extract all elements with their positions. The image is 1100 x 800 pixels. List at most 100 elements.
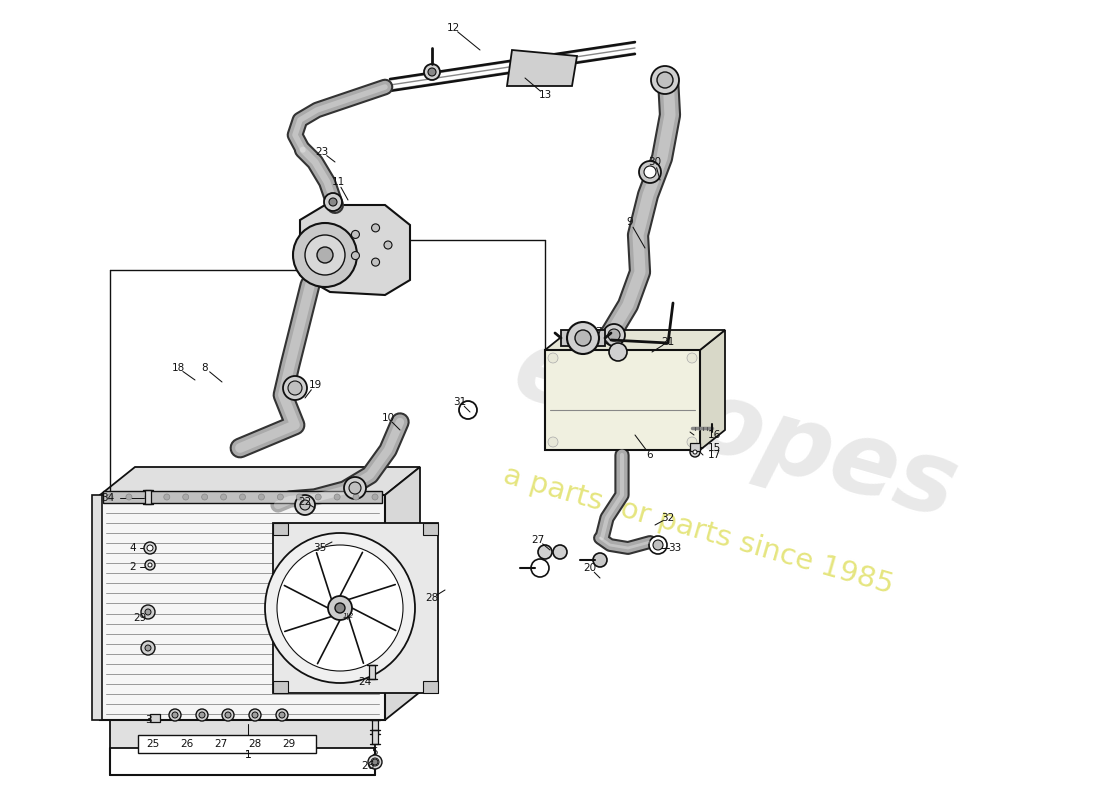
Circle shape [424, 64, 440, 80]
Circle shape [293, 223, 358, 287]
Circle shape [428, 68, 436, 76]
Circle shape [141, 605, 155, 619]
Text: 29: 29 [283, 739, 296, 749]
Circle shape [688, 353, 697, 363]
Circle shape [384, 241, 392, 249]
Bar [372, 720, 378, 734]
Bar [372, 730, 378, 744]
Circle shape [279, 712, 285, 718]
Bar [100, 495, 385, 720]
Bar [273, 681, 288, 693]
Circle shape [277, 545, 403, 671]
Circle shape [639, 161, 661, 183]
Circle shape [608, 329, 620, 341]
Circle shape [344, 477, 366, 499]
Circle shape [372, 224, 379, 232]
Polygon shape [700, 330, 725, 450]
Circle shape [222, 709, 234, 721]
Circle shape [148, 563, 152, 567]
Text: 13: 13 [538, 90, 551, 100]
Circle shape [336, 603, 345, 613]
Text: 32: 32 [661, 513, 674, 523]
Text: 27: 27 [531, 535, 544, 545]
Text: 24: 24 [359, 677, 372, 687]
Text: 35: 35 [314, 543, 327, 553]
Circle shape [125, 494, 132, 500]
Text: 31: 31 [453, 397, 466, 407]
Text: 17: 17 [708, 450, 722, 460]
Circle shape [609, 343, 627, 361]
Circle shape [657, 72, 673, 88]
Text: 15: 15 [708, 443, 722, 453]
Text: 1|2: 1|2 [342, 613, 354, 619]
Circle shape [351, 230, 360, 238]
Polygon shape [507, 50, 578, 86]
Circle shape [172, 712, 178, 718]
Circle shape [221, 494, 227, 500]
Bar [368, 665, 375, 679]
Text: 2: 2 [130, 562, 136, 572]
Circle shape [353, 494, 359, 500]
Circle shape [226, 712, 231, 718]
Circle shape [575, 330, 591, 346]
Text: 28: 28 [249, 739, 262, 749]
Bar [690, 443, 700, 451]
Circle shape [328, 596, 352, 620]
Circle shape [300, 500, 310, 510]
Circle shape [690, 447, 700, 457]
Text: 29: 29 [133, 613, 146, 623]
Text: 23: 23 [316, 147, 329, 157]
Circle shape [316, 494, 321, 500]
Text: 34: 34 [101, 493, 114, 503]
Text: 25: 25 [146, 739, 160, 749]
Circle shape [368, 755, 382, 769]
Circle shape [295, 495, 315, 515]
Text: 26: 26 [362, 761, 375, 771]
Bar [92, 495, 102, 720]
Bar [103, 491, 382, 503]
Text: 28: 28 [426, 593, 439, 603]
Circle shape [459, 401, 477, 419]
Circle shape [372, 258, 379, 266]
Circle shape [296, 494, 303, 500]
Circle shape [329, 198, 337, 206]
Circle shape [334, 494, 340, 500]
Circle shape [531, 559, 549, 577]
Circle shape [351, 251, 360, 259]
Circle shape [566, 322, 600, 354]
Circle shape [240, 494, 245, 500]
Bar [273, 523, 288, 535]
Circle shape [288, 381, 302, 395]
Text: 1: 1 [244, 750, 251, 760]
Circle shape [324, 193, 342, 211]
Text: 9: 9 [627, 217, 634, 227]
Bar [424, 523, 438, 535]
Text: 7: 7 [595, 327, 602, 337]
Text: 10: 10 [382, 413, 395, 423]
Circle shape [145, 609, 151, 615]
Bar [138, 735, 316, 753]
Circle shape [653, 540, 663, 550]
Text: 19: 19 [308, 380, 321, 390]
Text: 11: 11 [331, 177, 344, 187]
Circle shape [644, 166, 656, 178]
Text: 1: 1 [244, 750, 251, 760]
Bar [273, 523, 438, 693]
Text: 6: 6 [647, 450, 653, 460]
Text: europes: europes [503, 321, 968, 539]
Circle shape [252, 712, 258, 718]
Polygon shape [385, 467, 420, 720]
Circle shape [283, 376, 307, 400]
Polygon shape [100, 467, 420, 495]
Circle shape [145, 645, 151, 651]
Bar [424, 681, 438, 693]
Polygon shape [561, 330, 605, 346]
Circle shape [372, 759, 378, 765]
Text: 16: 16 [708, 430, 722, 440]
Text: 18: 18 [172, 363, 185, 373]
Circle shape [688, 437, 697, 447]
Text: 8: 8 [201, 363, 208, 373]
Circle shape [548, 437, 558, 447]
Text: 12: 12 [447, 23, 460, 33]
Text: a parts for parts since 1985: a parts for parts since 1985 [499, 461, 896, 599]
